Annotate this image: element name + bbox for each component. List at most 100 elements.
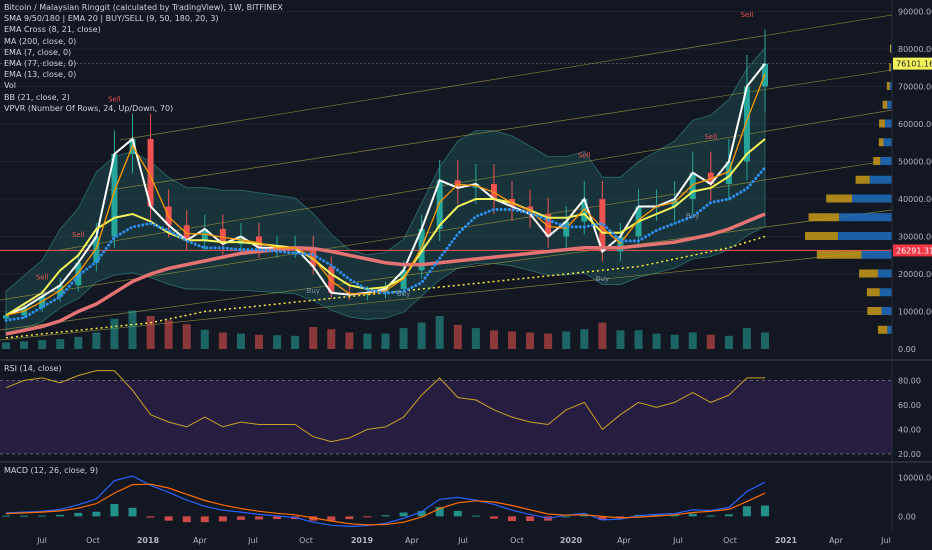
vpvr-up-bar	[816, 250, 862, 259]
macd-label[interactable]: MACD (12, 26, close, 9)	[4, 466, 99, 475]
volume-bar	[92, 332, 101, 349]
volume-bars	[2, 310, 769, 349]
price-axis[interactable]: 90000.00 80000.00 70000.00 60000.00 50000.00…	[893, 8, 932, 522]
volume-bar	[670, 334, 679, 349]
rsi-label[interactable]: RSI (14, close)	[4, 364, 62, 373]
macd-histogram-bar	[435, 507, 444, 517]
price-tick-label: 0.00	[898, 345, 916, 354]
vpvr-down-bar	[879, 288, 892, 297]
legend-item[interactable]: MA (200, close, 0)	[4, 36, 77, 46]
macd-histogram-bar	[218, 516, 227, 522]
rsi-tick-label: 80.00	[898, 376, 921, 385]
vpvr-up-bar	[805, 232, 838, 240]
legend-item[interactable]: Vol	[4, 81, 16, 91]
volume-bar	[363, 333, 372, 349]
ema-white-line	[5, 62, 766, 317]
legend-item[interactable]: EMA (7, close, 0)	[4, 47, 72, 57]
macd-histogram-bar	[200, 516, 209, 523]
time-tick-label: Apr	[617, 536, 632, 545]
sma-salmon-line	[5, 212, 766, 336]
time-tick-label: Jul	[672, 536, 683, 545]
macd-pane[interactable]	[2, 475, 769, 528]
legend-item[interactable]: SMA 9/50/180 | EMA 20 | BUY/SELL (9, 50,…	[4, 14, 219, 24]
time-tick-label: Jul	[457, 536, 468, 545]
time-tick-label: 2018	[137, 536, 160, 545]
macd-histogram-bar	[146, 516, 155, 518]
time-tick-label: Oct	[299, 536, 313, 545]
sell-signal-label: Sell	[108, 95, 121, 103]
vpvr-down-bar	[887, 325, 892, 334]
macd-histogram-bar	[164, 516, 173, 521]
vpvr-up-bar	[826, 194, 853, 203]
vpvr-up-bar	[855, 175, 870, 184]
volume-bar	[724, 335, 733, 349]
time-tick-label: Apr	[193, 536, 208, 545]
volume-bar	[417, 322, 426, 349]
symbol-title[interactable]: Bitcoin / Malaysian Ringgit (calculated …	[4, 3, 283, 12]
volume-bar	[544, 333, 553, 349]
buy-signal-label: Buy	[397, 290, 410, 298]
sell-signal-label: Sell	[704, 133, 717, 141]
vpvr-histogram	[805, 44, 892, 334]
vpvr-up-bar	[879, 119, 885, 128]
sell-signal-label: Sell	[36, 273, 49, 281]
vpvr-up-bar	[873, 157, 881, 165]
vpvr-down-bar	[877, 269, 892, 278]
volume-bar	[706, 334, 715, 349]
volume-bar	[489, 330, 498, 349]
macd-histogram-bar	[417, 510, 426, 517]
candles	[3, 29, 768, 322]
legend-item[interactable]: EMA (77, close, 0)	[4, 58, 77, 68]
rsi-pane[interactable]	[0, 370, 892, 455]
candle-body	[689, 172, 696, 199]
level-price-label: 26291.31	[896, 246, 932, 255]
vpvr-up-bar	[867, 307, 882, 315]
vpvr-down-bar	[852, 194, 892, 203]
volume-bar	[128, 310, 137, 349]
legend-item[interactable]: BB (21, close, 2)	[4, 92, 70, 102]
vpvr-down-bar	[837, 232, 892, 240]
time-tick-label: Jul	[880, 536, 891, 545]
vpvr-up-bar	[886, 82, 890, 90]
level-price-tag	[893, 244, 932, 257]
macd-line	[5, 475, 766, 528]
buy-signal-label: Buy	[686, 212, 699, 220]
vpvr-down-bar	[889, 82, 892, 90]
macd-histogram-bar	[381, 515, 390, 517]
vpvr-up-bar	[882, 100, 888, 109]
buy-signal-label: Buy	[596, 275, 609, 283]
legend-item[interactable]: VPVR (Number Of Rows, 24, Up/Down, 70)	[4, 103, 174, 113]
volume-bar	[634, 330, 643, 349]
volume-bar	[688, 332, 697, 349]
volume-bar	[580, 329, 589, 349]
time-axis[interactable]: Jul Oct 2018 Apr Jul Oct 2019 Apr Jul Oct 2020 Apr J…	[36, 536, 891, 545]
price-tick-label: 10000.00	[898, 308, 932, 317]
vpvr-down-bar	[869, 175, 892, 184]
volume-bar	[526, 332, 535, 349]
volume-bar	[110, 318, 119, 349]
vpvr-down-bar	[890, 63, 892, 72]
time-tick-label: Apr	[405, 536, 420, 545]
volume-bar	[146, 316, 155, 349]
candle-body	[147, 139, 154, 207]
volume-bar	[56, 339, 65, 349]
volume-bar	[200, 329, 209, 349]
volume-bar	[616, 330, 625, 349]
price-tick-label: 70000.00	[898, 83, 932, 92]
price-tick-label: 80000.00	[898, 45, 932, 54]
volume-bar	[38, 340, 47, 349]
time-tick-label: 2019	[351, 536, 374, 545]
macd-tick-label: 10000.00	[898, 474, 932, 483]
vpvr-up-bar	[889, 63, 891, 72]
macd-histogram-bar	[2, 515, 10, 517]
macd-histogram-bar	[761, 505, 769, 517]
buy-signal-label: Buy	[307, 287, 320, 295]
price-tick-label: 50000.00	[898, 158, 932, 167]
legend-item[interactable]: EMA (13, close, 0)	[4, 70, 77, 80]
legend-item[interactable]: EMA Cross (8, 21, close)	[4, 25, 101, 35]
macd-histogram-bar	[508, 516, 516, 522]
candle-body	[111, 154, 118, 237]
macd-histogram-bar	[580, 514, 589, 517]
vpvr-down-bar	[881, 307, 892, 315]
